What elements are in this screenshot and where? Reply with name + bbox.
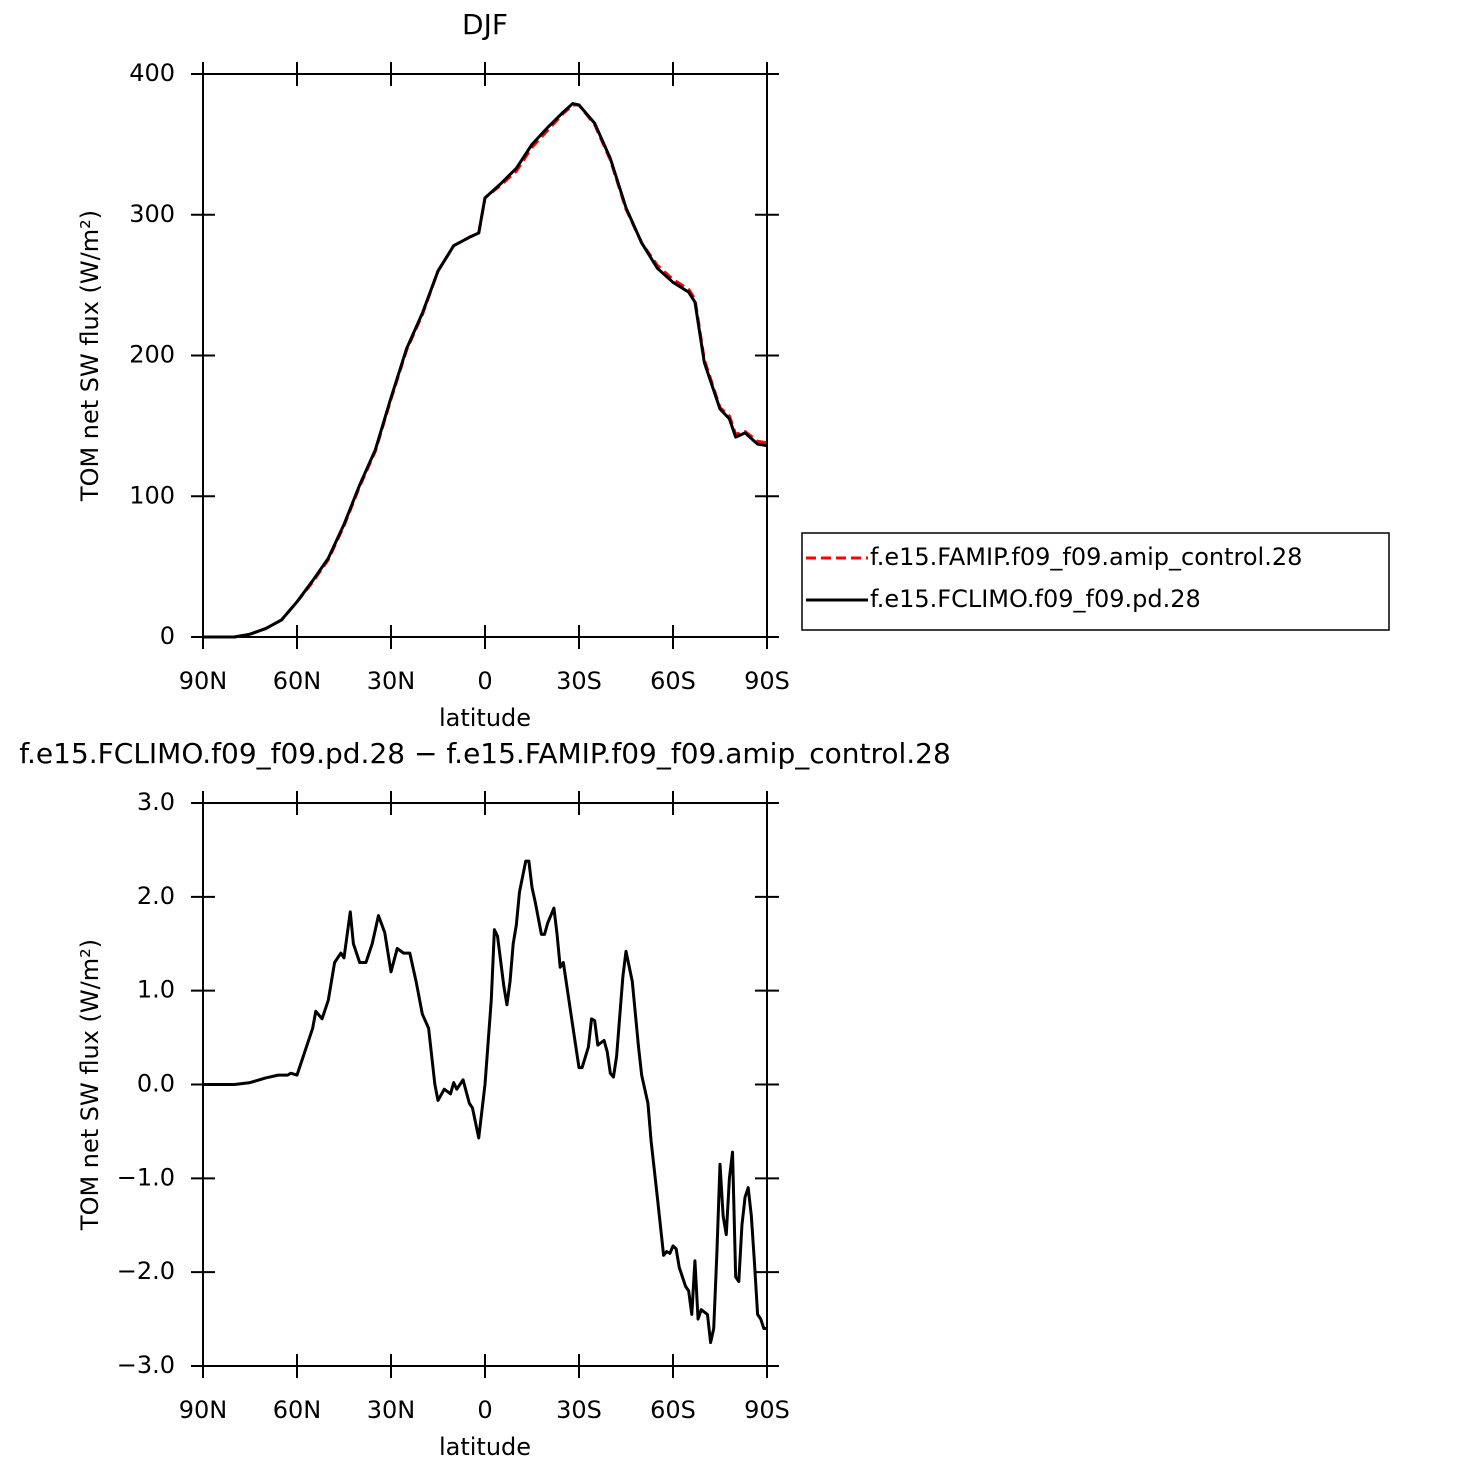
y-axis-label: TOM net SW flux (W/m²) bbox=[76, 939, 104, 1231]
y-tick-label: 300 bbox=[129, 200, 175, 228]
series-line bbox=[203, 103, 768, 639]
y-tick-label: −1.0 bbox=[117, 1163, 175, 1191]
y-axis-label: TOM net SW flux (W/m²) bbox=[76, 210, 104, 502]
x-tick-label: 90N bbox=[179, 1396, 228, 1424]
x-tick-label: 60S bbox=[650, 667, 696, 695]
y-tick-label: 2.0 bbox=[137, 882, 175, 910]
y-tick-label: −2.0 bbox=[117, 1257, 175, 1285]
x-tick-label: 30N bbox=[367, 1396, 416, 1424]
x-tick-label: 60N bbox=[273, 1396, 322, 1424]
legend-box bbox=[801, 532, 1390, 631]
y-tick-label: 3.0 bbox=[137, 788, 175, 816]
y-tick-label: 100 bbox=[129, 481, 175, 509]
x-tick-label: 90N bbox=[179, 667, 228, 695]
y-tick-label: 0 bbox=[160, 622, 175, 650]
x-tick-label: 90S bbox=[744, 1396, 790, 1424]
series-line bbox=[203, 859, 767, 1345]
y-tick-label: 400 bbox=[129, 59, 175, 87]
x-tick-label: 30S bbox=[556, 667, 602, 695]
x-tick-label: 0 bbox=[477, 667, 492, 695]
legend-label: f.e15.FCLIMO.f09_f09.pd.28 bbox=[870, 585, 1201, 613]
x-axis-label: latitude bbox=[439, 704, 531, 732]
plot-frame bbox=[202, 73, 768, 638]
x-tick-label: 0 bbox=[477, 1396, 492, 1424]
y-tick-label: 0.0 bbox=[137, 1070, 175, 1098]
legend-label: f.e15.FAMIP.f09_f09.amip_control.28 bbox=[870, 543, 1302, 571]
y-tick-label: −3.0 bbox=[117, 1351, 175, 1379]
chart-title: DJF bbox=[462, 8, 508, 41]
x-axis-label: latitude bbox=[439, 1433, 531, 1461]
y-tick-label: 1.0 bbox=[137, 976, 175, 1004]
x-tick-label: 30S bbox=[556, 1396, 602, 1424]
x-tick-label: 90S bbox=[744, 667, 790, 695]
series-line bbox=[203, 102, 768, 639]
x-tick-label: 30N bbox=[367, 667, 416, 695]
chart-title: f.e15.FCLIMO.f09_f09.pd.28 − f.e15.FAMIP… bbox=[19, 737, 951, 770]
y-tick-label: 200 bbox=[129, 341, 175, 369]
x-tick-label: 60N bbox=[273, 667, 322, 695]
x-tick-label: 60S bbox=[650, 1396, 696, 1424]
